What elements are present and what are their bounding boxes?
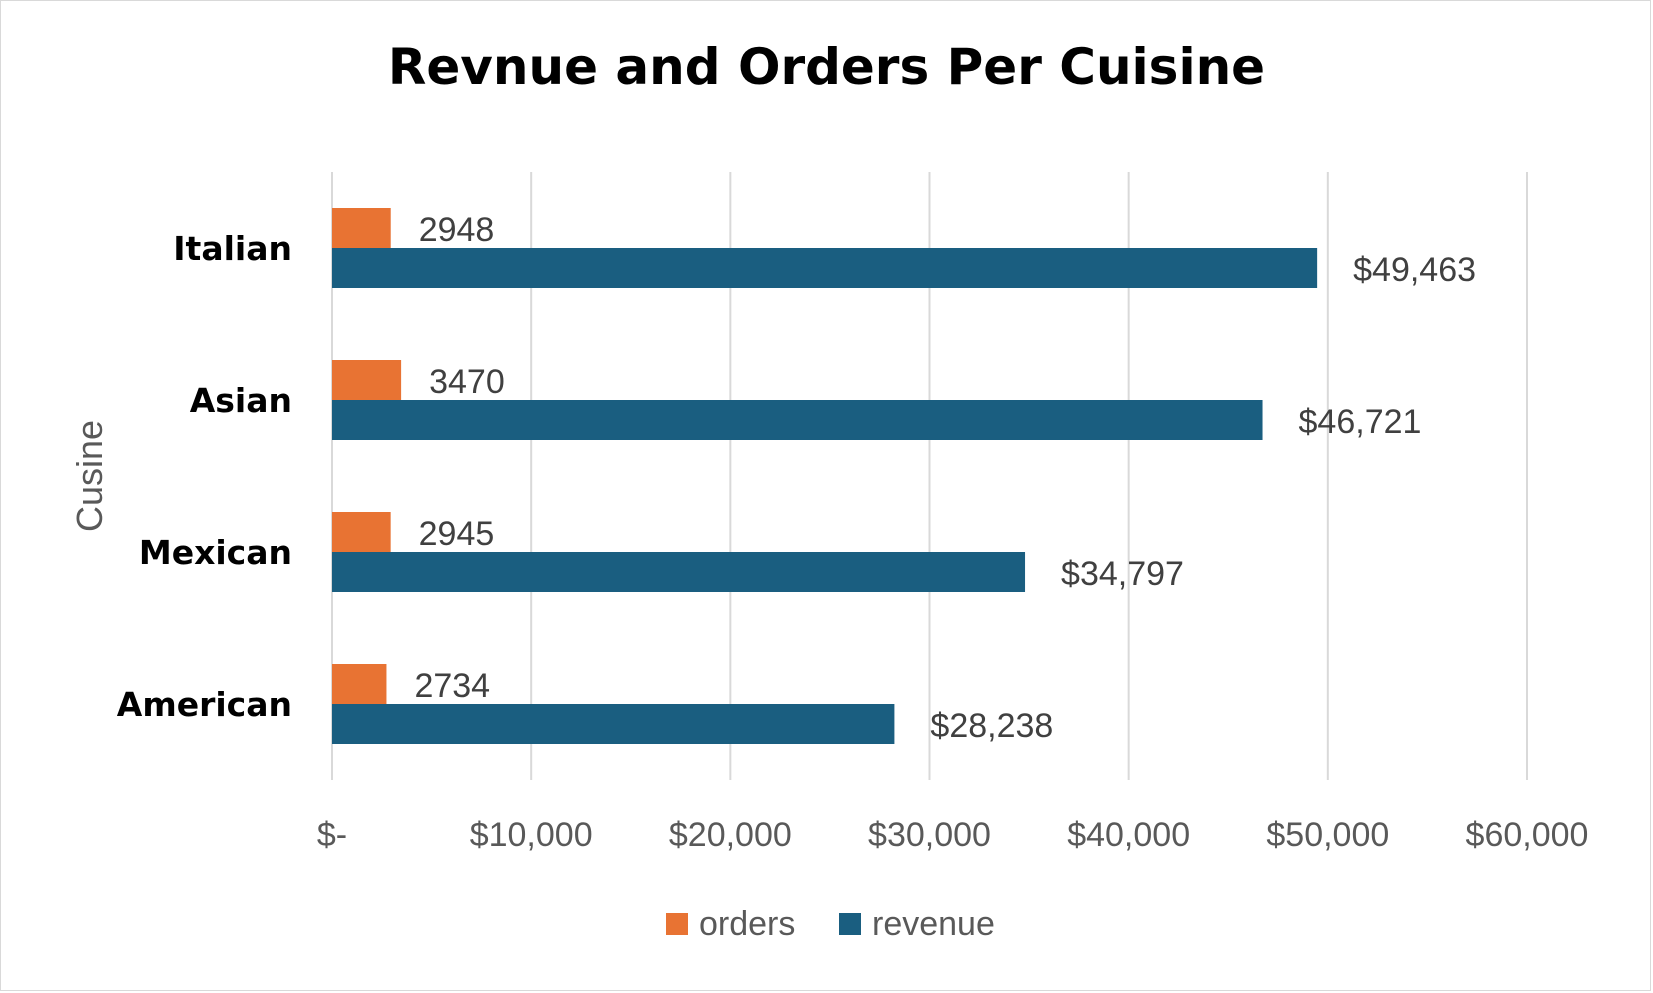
x-tick-label: $40,000 xyxy=(1067,816,1190,854)
legend-swatch-revenue xyxy=(839,913,861,935)
revenue-data-label: $28,238 xyxy=(930,707,1053,745)
orders-bar xyxy=(332,512,391,552)
category-label: American xyxy=(117,685,292,724)
x-tick-label: $60,000 xyxy=(1466,816,1589,854)
revenue-data-label: $49,463 xyxy=(1353,251,1476,289)
category-label: Mexican xyxy=(139,533,292,572)
orders-data-label: 2948 xyxy=(419,211,495,249)
chart-title: Revnue and Orders Per Cuisine xyxy=(387,38,1266,96)
revenue-data-label: $34,797 xyxy=(1061,555,1184,593)
orders-bar xyxy=(332,208,391,248)
orders-data-label: 2945 xyxy=(419,515,495,553)
legend-label-revenue: revenue xyxy=(872,905,995,943)
x-tick-label: $30,000 xyxy=(868,816,991,854)
legend-label-orders: orders xyxy=(699,905,795,943)
y-axis-title: Cusine xyxy=(69,420,110,532)
orders-data-label: 2734 xyxy=(414,667,490,705)
revenue-data-label: $46,721 xyxy=(1299,403,1422,441)
revenue-bar xyxy=(332,400,1263,440)
x-tick-label: $10,000 xyxy=(470,816,593,854)
revenue-bar xyxy=(332,704,895,744)
orders-data-label: 3470 xyxy=(429,363,505,401)
category-label: Italian xyxy=(173,229,292,268)
x-tick-label: $20,000 xyxy=(669,816,792,854)
x-tick-label: $50,000 xyxy=(1266,816,1389,854)
orders-bar xyxy=(332,360,402,400)
revenue-bar xyxy=(332,552,1026,592)
legend-swatch-orders xyxy=(666,913,688,935)
category-label: Asian xyxy=(190,381,292,420)
orders-bar xyxy=(332,664,387,704)
x-tick-label: $- xyxy=(317,816,347,854)
revenue-bar xyxy=(332,248,1318,288)
